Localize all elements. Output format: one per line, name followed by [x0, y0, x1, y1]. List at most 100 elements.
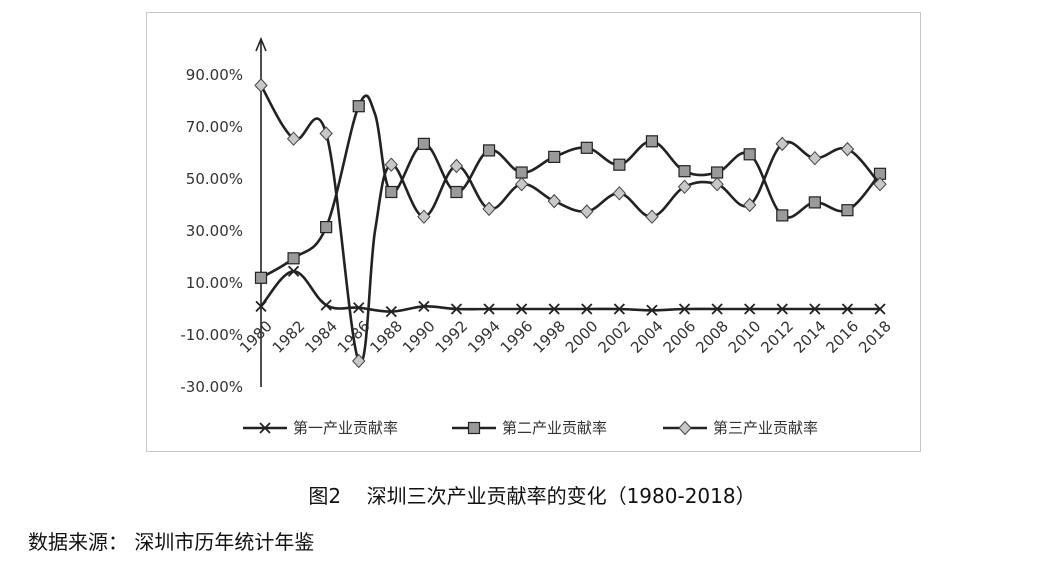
x-tick-label: 2002: [594, 317, 634, 357]
y-tick-label: -10.00%: [180, 326, 243, 344]
x-tick-label: 1990: [399, 317, 439, 357]
series-2-point: [320, 221, 333, 234]
figure-caption: 图2 深圳三次产业贡献率的变化（1980-2018）: [0, 480, 1064, 509]
x-tick-label: 2016: [823, 317, 863, 357]
y-tick-label: 90.00%: [186, 66, 243, 84]
figure-title: 深圳三次产业贡献率的变化（1980-2018）: [366, 484, 756, 508]
series-3-point: [645, 209, 659, 224]
series-2-point: [645, 135, 659, 148]
series-3-point: [417, 209, 431, 224]
line-chart: 90.00% 70.00% 50.00% 30.00% 10.00% -10.00% -30…: [180, 36, 895, 437]
series-2-point: [417, 137, 430, 151]
series-line-2: [260, 94, 881, 279]
legend-marker-1: [259, 422, 271, 434]
y-tick-label: 50.00%: [186, 170, 243, 188]
series-3-point: [449, 158, 464, 174]
series-2-point: [515, 166, 528, 179]
series-2-point: [678, 165, 691, 178]
series-3-point: [873, 176, 887, 192]
series-1-point: [744, 303, 756, 315]
source-note: 数据来源： 深圳市历年统计年鉴: [28, 530, 315, 554]
legend-label-2: 第二产业贡献率: [502, 419, 607, 437]
chart-frame: 90.00% 70.00% 50.00% 30.00% 10.00% -10.00% -30…: [146, 12, 921, 452]
series-1-point: [809, 303, 821, 315]
series-3-point: [514, 176, 529, 192]
series-2-point: [808, 196, 821, 209]
y-tick-label: 70.00%: [186, 118, 243, 136]
x-tick-label: 1994: [464, 317, 504, 357]
series-2-point: [352, 100, 365, 113]
series-1-point: [450, 303, 463, 315]
series-1-point: [385, 305, 397, 318]
x-tick-label: 1996: [497, 317, 537, 357]
series-3-point: [482, 201, 496, 217]
y-tick-label: -30.00%: [180, 378, 243, 396]
series-1-point: [841, 303, 854, 315]
series-3-point: [743, 197, 757, 213]
legend-marker-3: [678, 420, 692, 436]
series-2-point: [711, 166, 724, 179]
series-1-point: [320, 299, 332, 311]
x-tick-label: 1984: [301, 317, 341, 357]
series-3-point: [547, 193, 561, 209]
series-1-point: [515, 303, 528, 315]
series-2-point: [548, 150, 561, 163]
series-3-point: [775, 136, 789, 152]
series-2-point: [580, 141, 593, 154]
series-3-point: [384, 157, 398, 172]
x-tick-label: 2018: [855, 317, 895, 357]
y-tick-label: 10.00%: [186, 274, 243, 292]
series-2-point: [743, 148, 756, 161]
series-1-point: [287, 265, 300, 277]
series-3-point: [840, 141, 855, 157]
x-tick-label: 2004: [627, 317, 667, 357]
x-tick-label: 2000: [562, 317, 602, 357]
series-2-point: [482, 144, 496, 157]
series-3-point: [710, 176, 724, 192]
series-1-point: [613, 303, 626, 315]
series-2-point: [450, 185, 463, 199]
series-2-point: [613, 158, 626, 171]
series-3-point: [677, 179, 692, 195]
series-1-point: [483, 303, 495, 315]
x-tick-label: 1980: [236, 317, 276, 357]
y-tick-label: 30.00%: [186, 222, 243, 240]
legend-marker-2: [467, 421, 481, 435]
series-3-point: [319, 126, 333, 141]
series-3-point: [254, 78, 268, 93]
series-1-point: [548, 303, 560, 315]
series-1-point: [581, 303, 593, 315]
x-tick-label: 1998: [529, 317, 569, 357]
x-tick-label: 1992: [432, 317, 472, 357]
series-1-point: [776, 303, 788, 315]
x-tick-label: 2012: [757, 317, 797, 357]
figure-label: 图2: [308, 484, 342, 508]
series-3-point: [580, 204, 594, 219]
series-2-point: [841, 204, 854, 217]
series-1-point: [646, 304, 658, 316]
series-1-point: [255, 300, 267, 313]
series-3-point: [286, 131, 301, 146]
x-tick-label: 2010: [725, 317, 765, 357]
legend-label-3: 第三产业贡献率: [713, 419, 818, 437]
y-axis-arrow: [255, 36, 267, 52]
series-2-point: [385, 185, 398, 199]
legend-label-1: 第一产业贡献率: [293, 419, 398, 437]
series-1-point: [711, 303, 723, 315]
series-1-point: [874, 303, 886, 315]
x-tick-label: 2014: [790, 317, 830, 357]
series-1-point: [353, 302, 365, 314]
x-tick-label: 1982: [269, 317, 309, 357]
series-2-point: [776, 209, 789, 222]
series-3-point: [612, 186, 627, 201]
x-tick-label: 2008: [692, 317, 732, 357]
x-tick-label: 1988: [366, 317, 406, 357]
series-2-point: [287, 252, 300, 265]
series-3-point: [808, 150, 822, 166]
series-1-point: [678, 303, 691, 315]
series-line-1: [259, 269, 880, 313]
series-1-point: [418, 300, 430, 313]
x-tick-label: 2006: [660, 317, 700, 357]
series-2-point: [254, 271, 268, 284]
series-3-point: [352, 353, 366, 369]
